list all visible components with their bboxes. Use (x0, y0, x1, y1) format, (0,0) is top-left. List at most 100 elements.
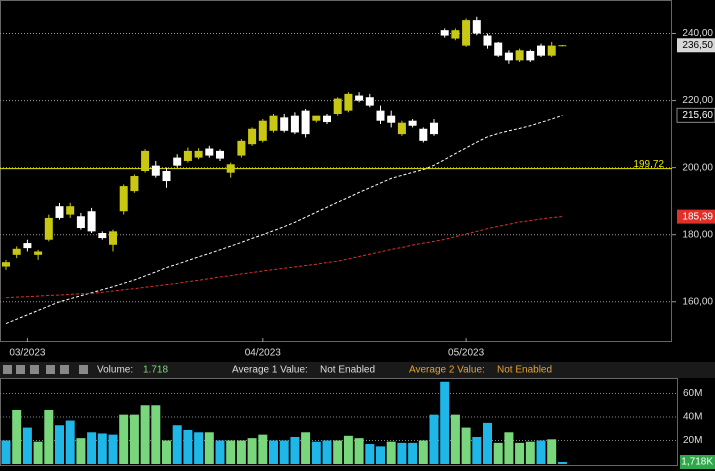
candle-body (333, 98, 342, 114)
toolbar-avg1-label: Average 1 Value: (232, 365, 308, 376)
candle-body (205, 148, 214, 156)
volume-bar (44, 409, 54, 464)
volume-bar (536, 440, 546, 464)
volume-bar (515, 442, 525, 464)
volume-bar (1, 440, 11, 464)
volume-bar (183, 429, 193, 464)
candle-body (558, 45, 567, 47)
icon-settings[interactable] (79, 365, 88, 374)
candle-body (66, 206, 75, 215)
moving-average (5, 114, 563, 325)
volume-bar (76, 438, 86, 464)
volume-bar (301, 432, 311, 464)
y-tick-label: 200,00 (682, 162, 713, 173)
candle-body (365, 97, 374, 106)
y-tick-label: 220,00 (682, 95, 713, 106)
volume-bar (547, 439, 557, 464)
price-frame (0, 0, 672, 342)
x-tick-label: 05/2023 (448, 348, 485, 359)
candle-body (2, 262, 10, 267)
volume-bar (269, 440, 278, 464)
candle-body (183, 150, 192, 161)
volume-bar (493, 442, 503, 464)
volume-bar (215, 440, 225, 464)
candle-body (494, 42, 503, 56)
volume-frame (0, 378, 678, 466)
candle-body (237, 140, 246, 156)
candle-body (76, 216, 85, 228)
icon-down[interactable] (60, 365, 69, 374)
y-tick-label: 240,00 (682, 28, 713, 39)
candle-body (151, 165, 160, 176)
candle-body (344, 93, 353, 111)
volume-bar (408, 442, 418, 464)
volume-bar (33, 441, 43, 464)
volume-bar (204, 432, 214, 464)
candle-body (98, 233, 107, 239)
candle-body (440, 30, 449, 36)
ma-label-box (677, 209, 715, 224)
icon-close[interactable] (30, 365, 39, 374)
candle-body (312, 115, 321, 121)
volume-bar (151, 405, 161, 464)
candle-body (387, 115, 396, 123)
candle-body (430, 122, 438, 135)
icon-up[interactable] (46, 365, 55, 374)
candle-body (472, 20, 481, 34)
candle-body (194, 150, 203, 158)
volume-bar (333, 440, 343, 464)
volume-bar (450, 414, 460, 464)
candle-body (397, 122, 406, 135)
volume-bar (365, 444, 375, 464)
candle-body (173, 157, 182, 166)
candle-body (141, 150, 150, 171)
toolbar-avg2-value: Not Enabled (497, 365, 552, 376)
candle-body (258, 120, 267, 141)
ma-label-box (676, 107, 715, 123)
toolbar (0, 362, 715, 378)
volume-bar (557, 461, 567, 464)
volume-bar (311, 441, 321, 464)
toolbar-avg1-value: Not Enabled (320, 365, 375, 376)
volume-bar (397, 442, 407, 464)
volume-bar (258, 434, 268, 464)
volume-bar (129, 414, 139, 464)
candle-body (462, 20, 471, 46)
candle-body (216, 150, 224, 159)
icon-restore[interactable] (16, 365, 25, 374)
ma-label: 185,39 (682, 211, 713, 222)
volume-bar (504, 432, 514, 464)
candle-body (483, 35, 492, 46)
volume-bar (172, 425, 182, 464)
volume-bar (322, 440, 332, 464)
candle-body (226, 164, 235, 173)
last-price-label: 236,50 (682, 40, 713, 51)
candle-body (323, 115, 331, 123)
toolbar-avg2-label: Average 2 Value: (409, 365, 485, 376)
volume-bar (525, 441, 535, 464)
x-tick-label: 03/2023 (9, 348, 46, 359)
candle-body (376, 110, 385, 121)
x-tick-label: 04/2023 (245, 348, 282, 359)
volume-bar (97, 433, 107, 464)
volume-tick-label: 20M (683, 435, 702, 446)
candle-body (355, 95, 364, 101)
candle-body (280, 117, 289, 131)
volume-tick-label: 60M (683, 388, 702, 399)
candle-body (301, 110, 310, 135)
volume-bar (461, 427, 471, 464)
volume-last-box (680, 455, 715, 469)
volume-bar (440, 381, 450, 464)
toolbar-volume-value: 1.718 (143, 365, 168, 376)
volume-bar (119, 414, 129, 464)
volume-bar (55, 425, 64, 464)
candle-body (290, 115, 299, 133)
icon-minimize[interactable] (3, 365, 12, 374)
candle-body (44, 217, 53, 240)
toolbar-volume-label: Volume: (97, 365, 133, 376)
moving-average (5, 216, 563, 299)
last-price-box (677, 38, 715, 53)
candle-body (109, 231, 117, 245)
volume-bar (162, 440, 171, 464)
